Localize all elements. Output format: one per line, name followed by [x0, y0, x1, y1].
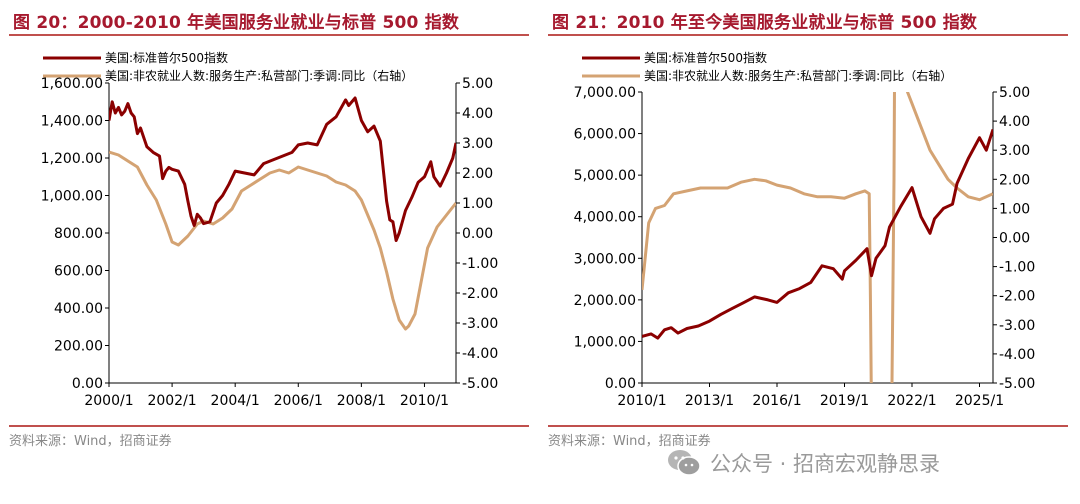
- legend-label-employment: 美国:非农就业人数:服务生产:私营部门:季调:同比（右轴）: [105, 68, 413, 83]
- x-tick-label: 2016/1: [752, 393, 801, 409]
- chart-panel-fig21: 图 21：2010 年至今美国服务业就业与标普 500 指数 美国:标准普尔50…: [548, 0, 1078, 504]
- left-tick-label: 1,000.00: [41, 189, 103, 205]
- series-line-employment: [109, 150, 456, 331]
- series-line-sp500: [642, 128, 993, 340]
- source-divider: [9, 425, 529, 427]
- left-tick-label: 600.00: [54, 264, 103, 280]
- x-tick-label: 2008/1: [337, 393, 386, 409]
- left-tick-label: 800.00: [54, 226, 103, 242]
- series-line-sp500: [109, 96, 456, 242]
- x-tick-label: 2010/1: [617, 393, 666, 409]
- right-tick-label: -3.00: [999, 318, 1035, 334]
- x-tick-label: 2002/1: [147, 393, 196, 409]
- right-tick-label: 0.00: [999, 231, 1030, 247]
- source-note: 资料来源：Wind，招商证券: [9, 434, 172, 449]
- x-tick-label: 2025/1: [955, 393, 1004, 409]
- chart-title: 图 20：2000-2010 年美国服务业就业与标普 500 指数: [13, 13, 460, 33]
- x-tick-label: 2006/1: [274, 393, 323, 409]
- x-tick-label: 2004/1: [211, 393, 260, 409]
- chart-canvas-fig21: 美国:标准普尔500指数 美国:非农就业人数:服务生产:私营部门:季调:同比（右…: [574, 50, 1036, 409]
- left-tick-label: 1,000.00: [574, 334, 636, 350]
- right-tick-label: -1.00: [462, 256, 498, 272]
- legend: 美国:标准普尔500指数 美国:非农就业人数:服务生产:私营部门:季调:同比（右…: [43, 50, 413, 83]
- right-tick-label: -5.00: [462, 376, 498, 392]
- series-line-employment: [642, 92, 993, 383]
- right-tick-label: 4.00: [999, 114, 1030, 130]
- x-tick-label: 2013/1: [685, 393, 734, 409]
- left-tick-label: 4,000.00: [574, 210, 636, 226]
- source-divider: [548, 425, 1068, 427]
- left-tick-label: 3,000.00: [574, 251, 636, 267]
- wechat-icon: [668, 450, 701, 476]
- chart-canvas-fig20: 美国:标准普尔500指数 美国:非农就业人数:服务生产:私营部门:季调:同比（右…: [41, 50, 499, 409]
- right-tick-label: 0.00: [462, 226, 493, 242]
- left-tick-label: 0.00: [72, 376, 103, 392]
- watermark: 公众号 · 招商宏观静思录: [666, 446, 940, 480]
- left-tick-label: 1,600.00: [41, 76, 103, 92]
- source-note: 资料来源：Wind，招商证券: [548, 434, 711, 449]
- title-divider: [9, 34, 529, 36]
- right-tick-label: -2.00: [999, 289, 1035, 305]
- right-tick-label: 4.00: [462, 106, 493, 122]
- left-tick-label: 5,000.00: [574, 168, 636, 184]
- right-tick-label: -4.00: [999, 347, 1035, 363]
- legend: 美国:标准普尔500指数 美国:非农就业人数:服务生产:私营部门:季调:同比（右…: [582, 50, 952, 83]
- chart-title: 图 21：2010 年至今美国服务业就业与标普 500 指数: [552, 13, 978, 33]
- right-tick-label: 2.00: [462, 166, 493, 182]
- left-tick-label: 6,000.00: [574, 127, 636, 143]
- left-tick-label: 200.00: [54, 339, 103, 355]
- left-tick-label: 400.00: [54, 301, 103, 317]
- x-tick-label: 2022/1: [887, 393, 936, 409]
- x-tick-label: 2019/1: [820, 393, 869, 409]
- left-tick-label: 0.00: [605, 376, 636, 392]
- left-tick-label: 1,200.00: [41, 151, 103, 167]
- left-tick-label: 2,000.00: [574, 293, 636, 309]
- legend-label-sp500: 美国:标准普尔500指数: [105, 50, 228, 65]
- x-tick-label: 2000/1: [84, 393, 133, 409]
- left-tick-label: 1,400.00: [41, 114, 103, 130]
- right-tick-label: 3.00: [462, 136, 493, 152]
- chart-panel-fig20: 图 20：2000-2010 年美国服务业就业与标普 500 指数 美国:标准普…: [9, 0, 539, 504]
- right-tick-label: -4.00: [462, 346, 498, 362]
- title-divider: [548, 34, 1068, 36]
- right-tick-label: -3.00: [462, 316, 498, 332]
- legend-label-employment: 美国:非农就业人数:服务生产:私营部门:季调:同比（右轴）: [644, 68, 952, 83]
- right-tick-label: 5.00: [462, 76, 493, 92]
- right-tick-label: -1.00: [999, 260, 1035, 276]
- right-tick-label: 3.00: [999, 143, 1030, 159]
- right-tick-label: 2.00: [999, 172, 1030, 188]
- right-tick-label: 1.00: [462, 196, 493, 212]
- right-tick-label: -2.00: [462, 286, 498, 302]
- right-tick-label: 5.00: [999, 85, 1030, 101]
- right-tick-label: -5.00: [999, 376, 1035, 392]
- legend-label-sp500: 美国:标准普尔500指数: [644, 50, 767, 65]
- watermark-text: 公众号 · 招商宏观静思录: [710, 452, 941, 476]
- right-tick-label: 1.00: [999, 201, 1030, 217]
- left-tick-label: 7,000.00: [574, 85, 636, 101]
- x-tick-label: 2010/1: [400, 393, 449, 409]
